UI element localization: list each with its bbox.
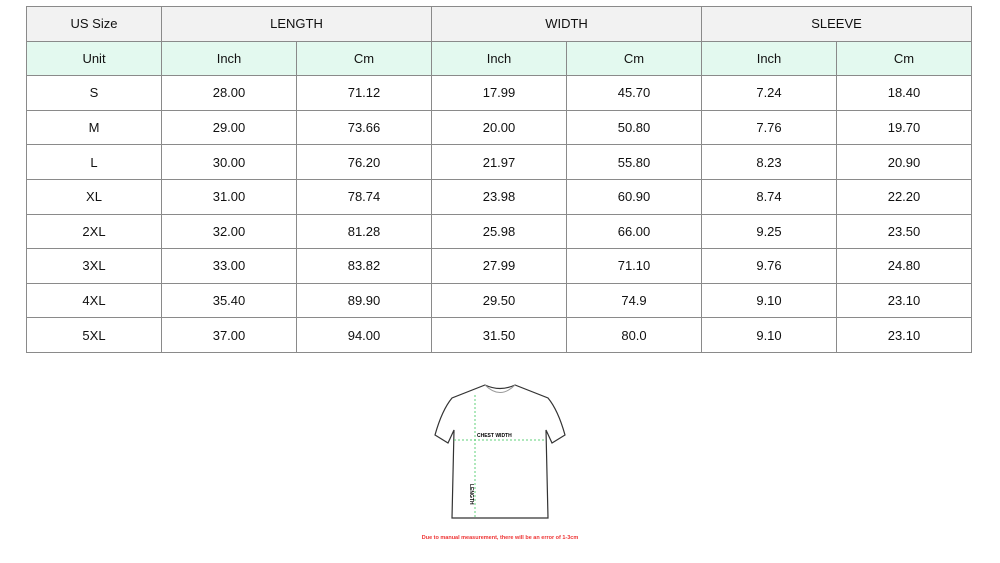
size-cell: M [26,109,162,146]
table-cell: 9.76 [701,248,837,284]
table-cell: 33.00 [161,248,297,284]
table-cell: 23.98 [431,178,567,215]
table-cell: 18.40 [836,75,972,111]
table-cell: 76.20 [296,144,432,180]
measurement-note: Due to manual measurement, there will be… [421,535,579,541]
table-cell: 23.50 [836,213,972,250]
table-cell: 9.10 [701,317,837,353]
table-cell: 24.80 [836,248,972,284]
unit-header-cell: Cm [836,40,972,77]
table-cell: 73.66 [296,109,432,146]
group-header-cell: LENGTH [161,6,432,42]
table-cell: 31.00 [161,178,297,215]
unit-header-cell: Cm [296,40,432,77]
table-cell: 21.97 [431,144,567,180]
table-row: 3XL 33.00 83.82 27.99 71.10 9.76 24.80 [26,248,972,284]
group-header-cell: US Size [26,6,162,42]
table-cell: 74.9 [566,282,702,319]
size-cell: S [26,75,162,111]
table-cell: 94.00 [296,317,432,353]
table-row: M 29.00 73.66 20.00 50.80 7.76 19.70 [26,109,972,146]
table-cell: 45.70 [566,75,702,111]
table-cell: 23.10 [836,282,972,319]
length-label: LENGTH [468,484,474,505]
unit-header-cell: Inch [161,40,297,77]
table-cell: 7.76 [701,109,837,146]
table-cell: 30.00 [161,144,297,180]
table-cell: 71.12 [296,75,432,111]
table-cell: 17.99 [431,75,567,111]
table-cell: 20.90 [836,144,972,180]
size-cell: XL [26,178,162,215]
table-cell: 28.00 [161,75,297,111]
unit-header-cell: Unit [26,40,162,77]
table-cell: 81.28 [296,213,432,250]
table-cell: 37.00 [161,317,297,353]
table-cell: 27.99 [431,248,567,284]
table-cell: 60.90 [566,178,702,215]
table-cell: 9.25 [701,213,837,250]
table-row: L 30.00 76.20 21.97 55.80 8.23 20.90 [26,144,972,180]
group-header-cell: WIDTH [431,6,702,42]
size-cell: 2XL [26,213,162,250]
table-cell: 7.24 [701,75,837,111]
size-chart-table: US Size LENGTH WIDTH SLEEVE Unit Inch Cm Inch Cm… [26,6,972,353]
table-cell: 80.0 [566,317,702,353]
unit-header-row: Unit Inch Cm Inch Cm Inch Cm [26,40,972,77]
group-header-row: US Size LENGTH WIDTH SLEEVE [26,6,972,42]
unit-header-cell: Cm [566,40,702,77]
table-cell: 29.50 [431,282,567,319]
size-cell: 3XL [26,248,162,284]
table-cell: 55.80 [566,144,702,180]
table-cell: 78.74 [296,178,432,215]
table-cell: 22.20 [836,178,972,215]
table-row: 4XL 35.40 89.90 29.50 74.9 9.10 23.10 [26,282,972,319]
table-cell: 50.80 [566,109,702,146]
tshirt-collar [484,384,516,393]
table-cell: 8.23 [701,144,837,180]
table-cell: 20.00 [431,109,567,146]
table-cell: 29.00 [161,109,297,146]
chest-width-label: CHEST WIDTH [477,433,512,439]
table-cell: 31.50 [431,317,567,353]
table-cell: 32.00 [161,213,297,250]
group-header-cell: SLEEVE [701,6,972,42]
table-cell: 19.70 [836,109,972,146]
tshirt-measurement-diagram: CHEST WIDTH LENGTH [434,384,566,519]
unit-header-cell: Inch [701,40,837,77]
table-row: 2XL 32.00 81.28 25.98 66.00 9.25 23.50 [26,213,972,250]
tshirt-outline [434,384,566,519]
table-cell: 83.82 [296,248,432,284]
table-cell: 35.40 [161,282,297,319]
size-cell: 4XL [26,282,162,319]
table-row: 5XL 37.00 94.00 31.50 80.0 9.10 23.10 [26,317,972,353]
table-cell: 9.10 [701,282,837,319]
table-row: S 28.00 71.12 17.99 45.70 7.24 18.40 [26,75,972,111]
table-cell: 23.10 [836,317,972,353]
size-cell: L [26,144,162,180]
table-cell: 89.90 [296,282,432,319]
table-cell: 8.74 [701,178,837,215]
unit-header-cell: Inch [431,40,567,77]
table-cell: 71.10 [566,248,702,284]
table-cell: 25.98 [431,213,567,250]
size-cell: 5XL [26,317,162,353]
table-cell: 66.00 [566,213,702,250]
table-row: XL 31.00 78.74 23.98 60.90 8.74 22.20 [26,178,972,215]
